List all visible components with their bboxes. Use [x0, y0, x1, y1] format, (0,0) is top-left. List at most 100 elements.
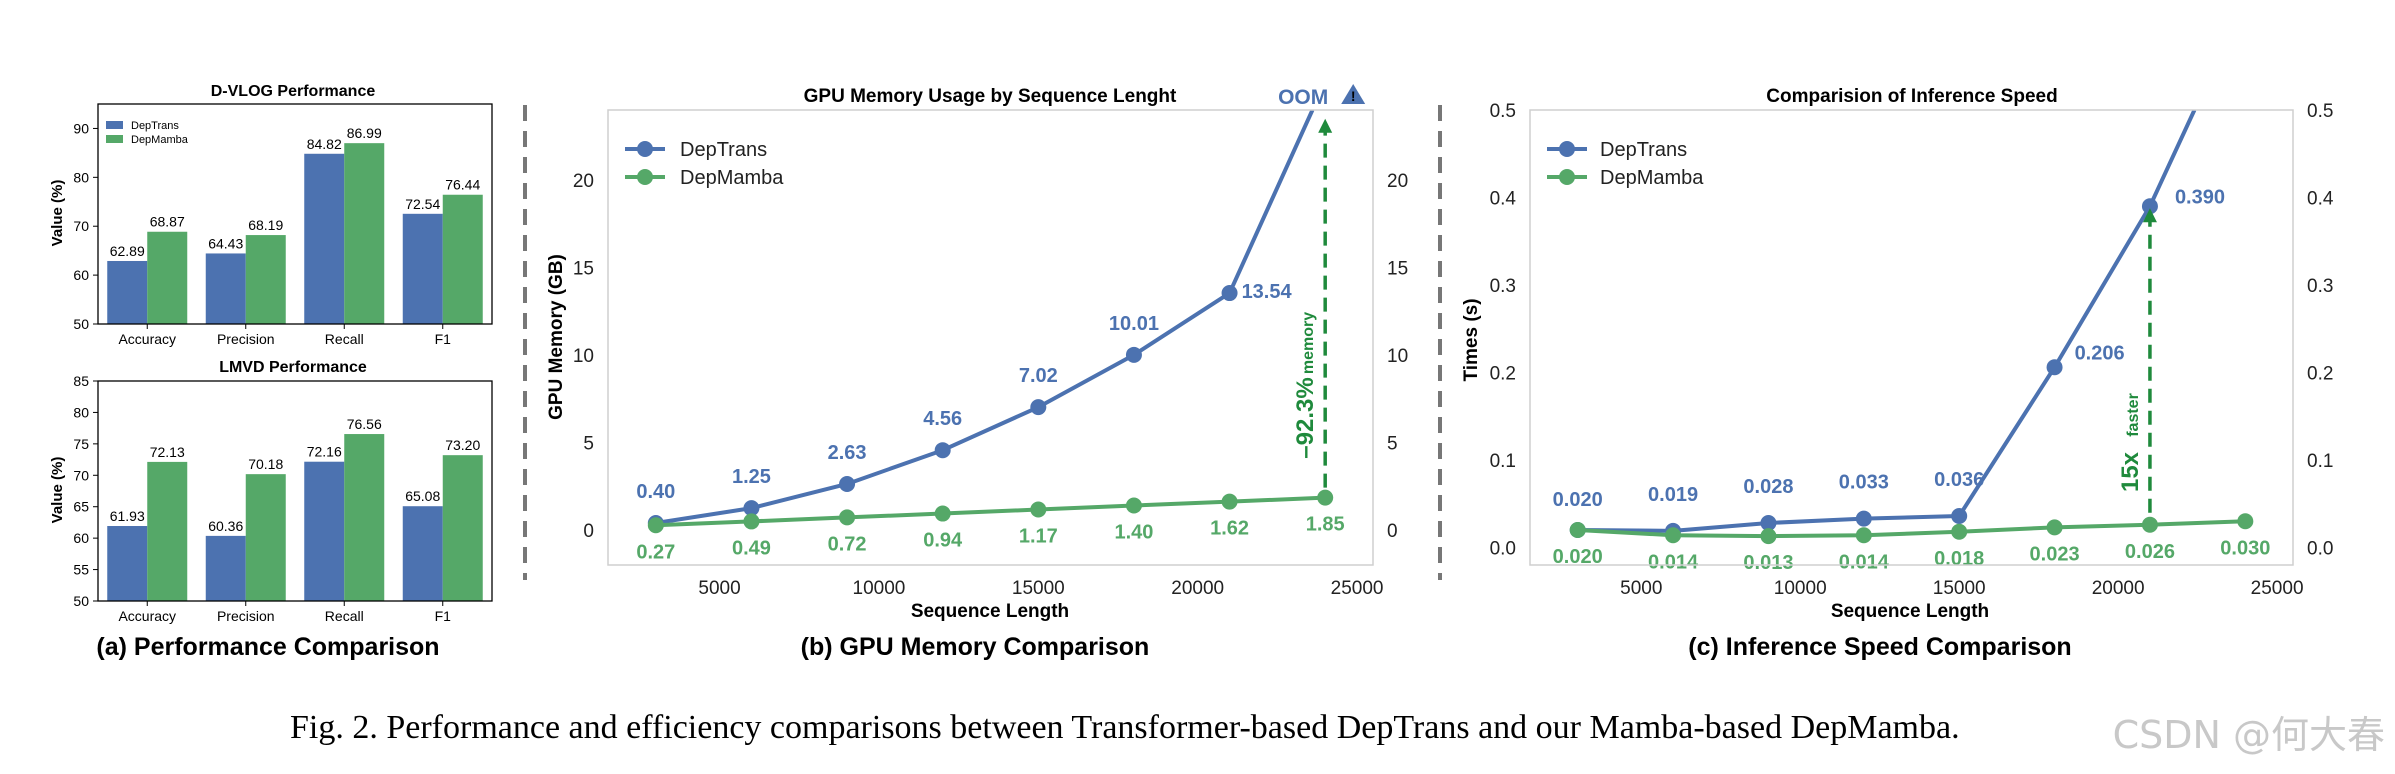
speed-point-depmamba [1569, 522, 1586, 538]
speed-point-depmamba [1951, 523, 1968, 540]
dvlog-bar-value-label: 72.54 [405, 196, 440, 212]
dvlog-bar-value-label: 62.89 [110, 243, 145, 259]
speed-legend: DepTrans DepMamba [1547, 139, 1704, 189]
dvlog-plot-frame [97, 103, 493, 325]
speed-ytick-label: 0.3 [1490, 276, 1516, 297]
speed-data-label-depmamba: 0.020 [1553, 546, 1603, 568]
gpu-point-depmamba [934, 505, 951, 522]
lmvd-bar-value-label: 72.13 [150, 444, 185, 460]
panel-gpu: GPU Memory Usage by Sequence Lenght 5000… [546, 84, 1408, 622]
gpu-point-deptrans [1030, 399, 1047, 416]
speed-line-deptrans [1577, 110, 2197, 533]
dvlog-bar-value-label: 86.99 [347, 125, 382, 141]
dvlog-bar-deptrans [304, 153, 345, 324]
speed-speedup-label: 15x [2117, 451, 2144, 492]
speed-data-label-depmamba: 0.026 [2125, 541, 2175, 563]
dvlog-bar-depmamba [442, 194, 483, 324]
gpu-series: 0.40 1.25 2.63 4.56 7.02 10.01 13.54 0.27 0.49 0.… [636, 110, 1345, 563]
speed-data-label-depmamba: 0.018 [1934, 548, 1984, 570]
dvlog-bar-deptrans [107, 260, 148, 324]
lmvd-bar-value-label: 72.16 [307, 444, 342, 460]
lmvd-plot-frame [97, 380, 493, 602]
panel-lmvd: LMVD Performance Value (%) 50 55 60 65 70 75 8… [49, 359, 493, 624]
gpu-legend-marker-deptrans [637, 141, 653, 157]
dvlog-bar-depmamba [245, 235, 286, 324]
gpu-data-label-depmamba: 0.72 [828, 533, 867, 555]
dvlog-xtick-label: Recall [325, 331, 364, 347]
speed-point-depmamba [1855, 527, 1872, 544]
gpu-point-deptrans [1221, 285, 1238, 302]
gpu-legend-marker-depmamba [637, 169, 653, 185]
speed-data-label-deptrans: 0.020 [1553, 489, 1603, 511]
lmvd-bars: 61.93 72.13 60.36 70.18 72.16 76.56 65.08 73.20 [107, 416, 483, 601]
speed-ytick-label: 0.0 [1490, 539, 1516, 560]
gpu-point-deptrans [934, 442, 951, 459]
speed-ytick-label: 0.1 [1490, 451, 1516, 472]
gpu-ytick-label: 15 [573, 259, 594, 280]
figure-caption: Fig. 2. Performance and efficiency compa… [290, 709, 1960, 746]
dvlog-xtick-label: F1 [435, 331, 452, 347]
lmvd-bar-deptrans [205, 535, 246, 601]
dvlog-xtick-label: Precision [217, 331, 275, 347]
gpu-ylabel: GPU Memory (GB) [546, 254, 567, 420]
lmvd-bar-depmamba [245, 474, 286, 601]
speed-data-label-depmamba: 0.014 [1648, 551, 1699, 573]
speed-point-deptrans [2046, 359, 2063, 376]
gpu-ytick-label-right: 15 [1387, 259, 1408, 280]
dvlog-bars: 62.89 68.87 64.43 68.19 84.82 86.99 72.54 76.44 [107, 125, 483, 324]
lmvd-ytick-label: 70 [73, 467, 89, 483]
speed-xtick-label: 15000 [1933, 578, 1986, 599]
lmvd-bar-value-label: 61.93 [110, 508, 145, 524]
speed-point-deptrans [1951, 508, 1968, 524]
gpu-data-label-depmamba: 1.17 [1019, 526, 1058, 548]
dvlog-bar-value-label: 76.44 [445, 177, 480, 193]
speed-series: 0.020 0.019 0.028 0.033 0.036 0.206 0.390 0.020… [1553, 110, 2270, 574]
dvlog-legend: DepTrans DepMamba [106, 120, 189, 146]
gpu-data-label-depmamba: 0.49 [732, 537, 771, 559]
speed-point-deptrans [2141, 198, 2158, 215]
gpu-oom-label: OOM [1278, 86, 1328, 109]
speed-point-deptrans [1760, 515, 1777, 531]
gpu-data-label-deptrans: 4.56 [923, 408, 962, 430]
speed-point-depmamba [2237, 513, 2254, 530]
speed-xlabel: Sequence Length [1831, 601, 1989, 622]
dvlog-legend-label-deptrans: DepTrans [131, 120, 179, 132]
gpu-ytick-label: 10 [573, 346, 594, 367]
lmvd-ytick-label: 65 [73, 499, 89, 515]
dvlog-ylabel: Value (%) [49, 180, 66, 247]
gpu-plot-frame [607, 109, 1374, 566]
speed-data-label-depmamba: 0.030 [2220, 537, 2270, 559]
gpu-point-depmamba [647, 517, 664, 534]
gpu-point-depmamba [1125, 497, 1142, 514]
dvlog-ytick-label: 80 [73, 169, 89, 185]
lmvd-xtick-label: Recall [325, 608, 364, 624]
gpu-point-depmamba [1030, 501, 1047, 518]
dvlog-ytick-label: 70 [73, 218, 89, 234]
lmvd-bar-value-label: 70.18 [248, 456, 283, 472]
lmvd-ylabel: Value (%) [49, 457, 66, 524]
speed-ytick-label: 0.4 [1490, 189, 1517, 210]
speed-data-label-deptrans: 0.019 [1648, 484, 1698, 506]
speed-legend-label-depmamba: DepMamba [1600, 167, 1704, 189]
speed-data-label-depmamba: 0.014 [1839, 551, 1890, 573]
lmvd-bar-value-label: 60.36 [208, 518, 243, 534]
warning-icon [1341, 84, 1366, 104]
panel-dvlog: D-VLOG Performance Value (%) 5060708090 … [49, 83, 493, 347]
dvlog-y-ticks: 50 60 70 80 90 [73, 120, 98, 332]
gpu-point-depmamba [839, 509, 856, 526]
gpu-data-label-depmamba: 0.27 [636, 541, 675, 563]
speed-plot-frame [1529, 109, 2294, 566]
dvlog-title: D-VLOG Performance [211, 83, 376, 100]
gpu-ytick-label: 0 [583, 521, 594, 542]
lmvd-ytick-label: 50 [73, 593, 89, 609]
lmvd-bar-deptrans [107, 526, 148, 601]
speed-title: Comparision of Inference Speed [1766, 86, 2057, 107]
speed-ylabel: Times (s) [1461, 298, 1482, 381]
gpu-point-depmamba [743, 513, 760, 530]
dvlog-bar-deptrans [402, 213, 443, 324]
speed-xtick-label: 25000 [2251, 578, 2304, 599]
gpu-xtick-label: 25000 [1331, 578, 1384, 599]
lmvd-ytick-label: 60 [73, 530, 89, 546]
speed-ytick-label-right: 0.4 [2307, 189, 2334, 210]
